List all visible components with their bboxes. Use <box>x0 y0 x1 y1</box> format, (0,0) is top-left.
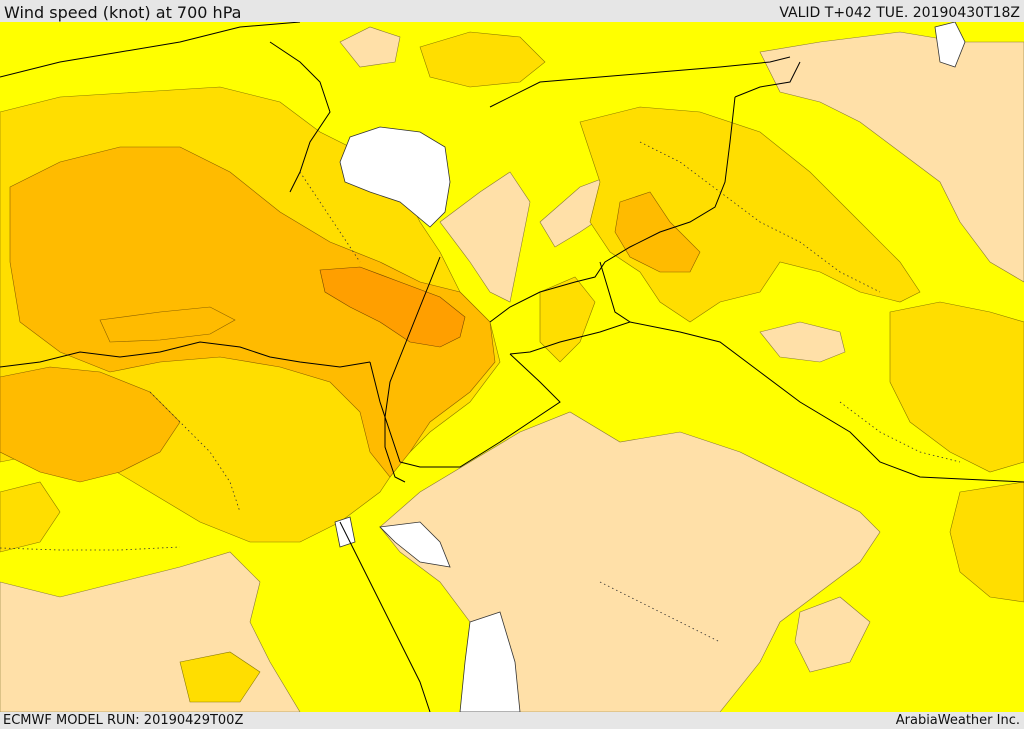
lake-tuz <box>339 126 451 228</box>
border-egypt-sudan <box>339 521 431 712</box>
dotted-boundary-libya <box>149 391 241 513</box>
valid-time-label: VALID T+042 TUE. 20190430T18Z <box>779 5 1020 21</box>
border-turkey-syria <box>489 56 791 108</box>
map-canvas <box>0 22 1024 712</box>
calm-patch-southeast <box>794 596 871 673</box>
calm-patch-north <box>339 26 401 68</box>
water-red-sea <box>459 611 521 712</box>
strong-wind-regions <box>0 146 701 483</box>
strong-region-main <box>9 146 496 478</box>
strong-patch-sea <box>99 306 236 343</box>
dotted-boundary-iran <box>839 401 961 463</box>
stronger-core-levant <box>319 266 466 348</box>
moderate-region-east <box>889 301 1024 473</box>
model-run-label: ECMWF MODEL RUN: 20190429T00Z <box>3 713 244 728</box>
border-turkey-iran <box>734 61 801 98</box>
moderate-region-turkey <box>419 31 546 88</box>
dotted-boundary-egypt <box>0 546 181 551</box>
moderate-patch-egypt <box>179 651 261 703</box>
credit-label: ArabiaWeather Inc. <box>895 713 1020 728</box>
border-levant-coast <box>384 256 441 483</box>
footer-bar: ECMWF MODEL RUN: 20190429T00Z ArabiaWeat… <box>0 712 1024 729</box>
border-north-africa-coast <box>0 341 371 368</box>
moderate-region-gulf <box>949 481 1024 603</box>
border-syria-iraq <box>489 96 736 323</box>
border-coast-north <box>0 22 301 78</box>
internal-boundaries <box>0 141 961 643</box>
moderate-patch-jordan <box>539 276 596 363</box>
border-jordan-saudi <box>399 353 561 468</box>
border-jordan-iraq <box>509 261 632 355</box>
calm-region-northeast <box>759 31 1024 283</box>
dotted-boundary-iraq <box>639 141 881 293</box>
strong-region-iraq <box>614 191 701 273</box>
water-bodies <box>334 22 966 712</box>
map-title: Wind speed (knot) at 700 hPa <box>4 3 242 22</box>
border-iraq-saudi <box>629 321 1024 483</box>
moderate-region-west-edge <box>0 481 61 553</box>
stronger-wind-regions <box>319 266 466 348</box>
dotted-boundary-turkey <box>299 171 361 263</box>
calm-region-syria <box>439 171 531 303</box>
water-caspian <box>934 22 966 68</box>
header-bar: Wind speed (knot) at 700 hPa VALID T+042… <box>0 0 1024 22</box>
border-egypt-israel <box>369 361 401 463</box>
calm-patch-east <box>759 321 846 363</box>
strong-region-libya <box>0 366 181 483</box>
water-gulf-aqaba <box>379 521 451 568</box>
wind-speed-map <box>0 22 1024 712</box>
